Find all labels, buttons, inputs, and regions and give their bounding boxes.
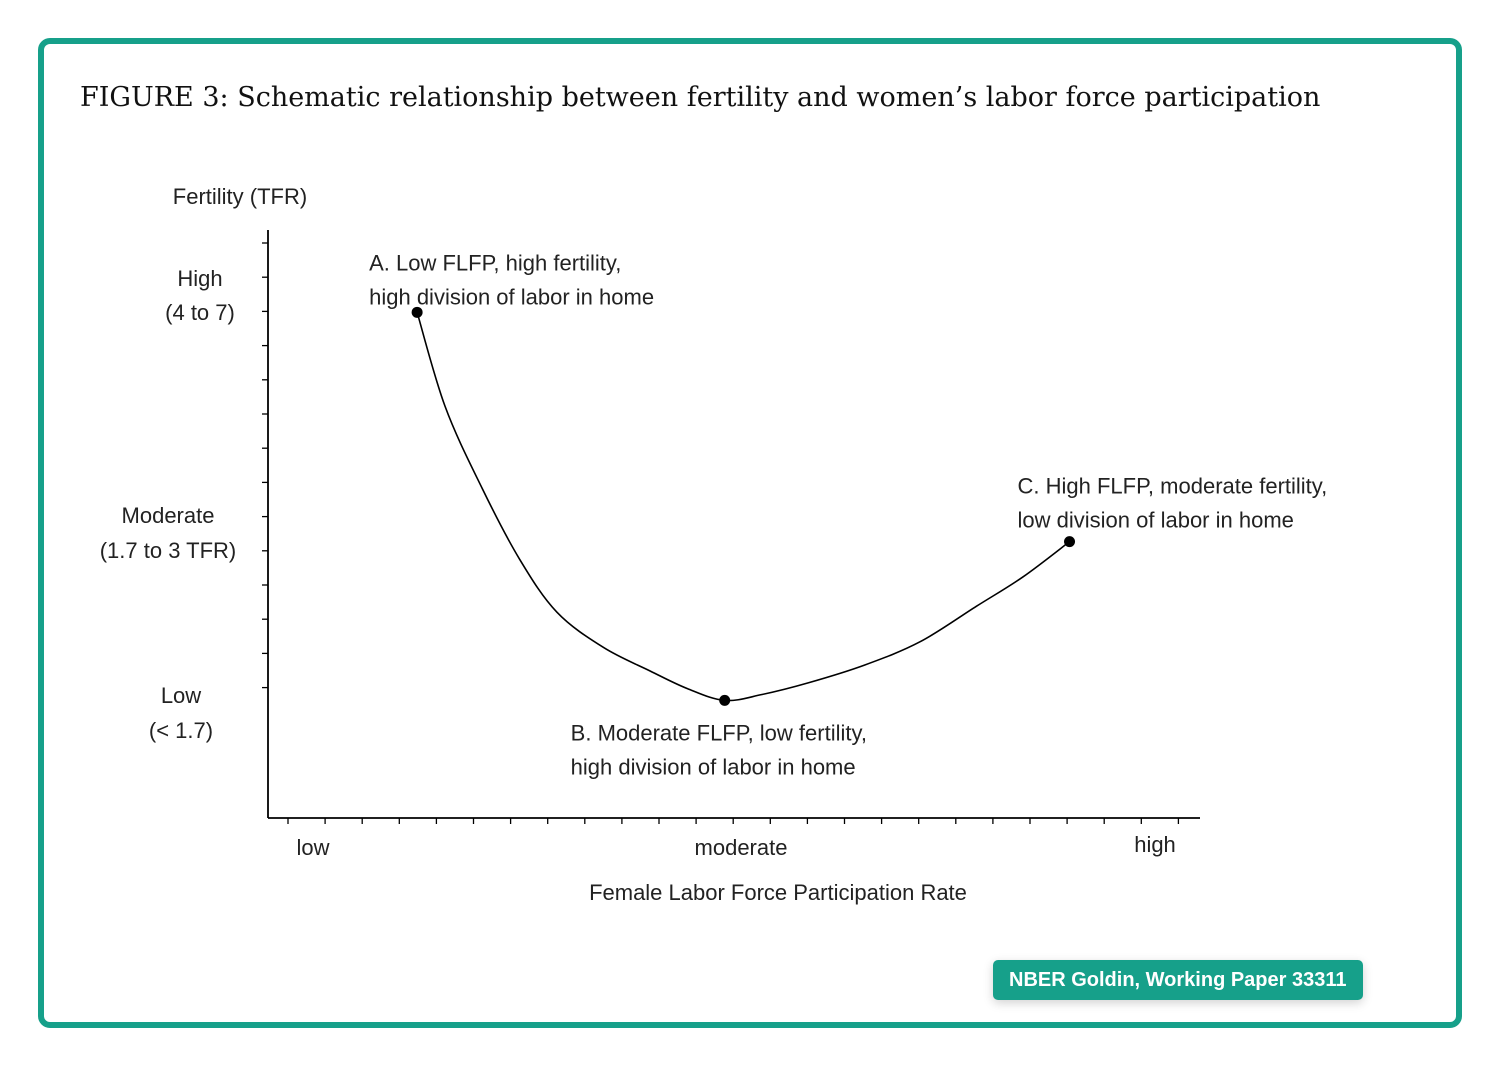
- point-b: [719, 694, 731, 706]
- y-axis-label: Fertility (TFR): [173, 184, 307, 209]
- point-a: [411, 306, 423, 318]
- point-label-c: C. High FLFP, moderate fertility,: [1018, 474, 1328, 499]
- annotated-points: A. Low FLFP, high fertility, high divisio…: [369, 250, 1327, 779]
- point-label-c: low division of labor in home: [1018, 508, 1294, 533]
- y-tick-label: High: [177, 266, 222, 291]
- y-tick-label: (1.7 to 3 TFR): [100, 538, 237, 563]
- y-tick-label: Moderate: [122, 503, 215, 528]
- figure-frame: FIGURE 3: Schematic relationship between…: [38, 38, 1462, 1028]
- fertility-curve: [416, 312, 1071, 702]
- source-badge: NBER Goldin, Working Paper 33311: [993, 960, 1363, 1000]
- y-tick-label: (< 1.7): [149, 718, 213, 743]
- chart-axes: [267, 230, 1200, 819]
- point-c: [1064, 536, 1076, 548]
- x-tick-labels: low moderate high: [296, 832, 1175, 860]
- chart-ticks: [262, 242, 1180, 824]
- x-tick-label: moderate: [695, 835, 788, 860]
- point-label-b: B. Moderate FLFP, low fertility,: [571, 720, 867, 745]
- point-label-a: A. Low FLFP, high fertility,: [369, 250, 621, 275]
- y-tick-label: Low: [161, 683, 201, 708]
- point-label-a: high division of labor in home: [369, 284, 654, 309]
- y-tick-labels: High (4 to 7) Moderate (1.7 to 3 TFR) Low (< …: [100, 266, 237, 743]
- x-tick-label: low: [296, 835, 329, 860]
- figure-title: FIGURE 3: Schematic relationship between…: [80, 82, 1321, 113]
- y-tick-label: (4 to 7): [165, 300, 235, 325]
- x-tick-label: high: [1134, 832, 1176, 857]
- point-label-b: high division of labor in home: [571, 754, 856, 779]
- x-axis-label: Female Labor Force Participation Rate: [589, 880, 967, 905]
